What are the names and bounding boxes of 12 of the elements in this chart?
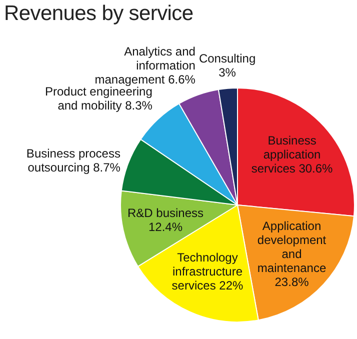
slice-label: Business process outsourcing 8.7% (26, 146, 121, 174)
data-label: 3% (218, 66, 236, 80)
slice-label: Technology infrastructure services 22% (172, 250, 244, 293)
slice-label: R&D business (127, 206, 204, 220)
slice-label: Application development and maintenance (257, 219, 327, 276)
slice-label: Consulting (198, 52, 256, 66)
data-label: 23.8% (274, 275, 310, 290)
slice-label: Business application services 30.6% (251, 134, 334, 176)
slice-label: Analytics and information management 6.6% (94, 44, 196, 87)
slice-label: Product engineering and mobility 8.3% (44, 84, 153, 113)
data-label: 12.4% (148, 220, 183, 234)
chart-title: Revenues by service (4, 2, 194, 26)
